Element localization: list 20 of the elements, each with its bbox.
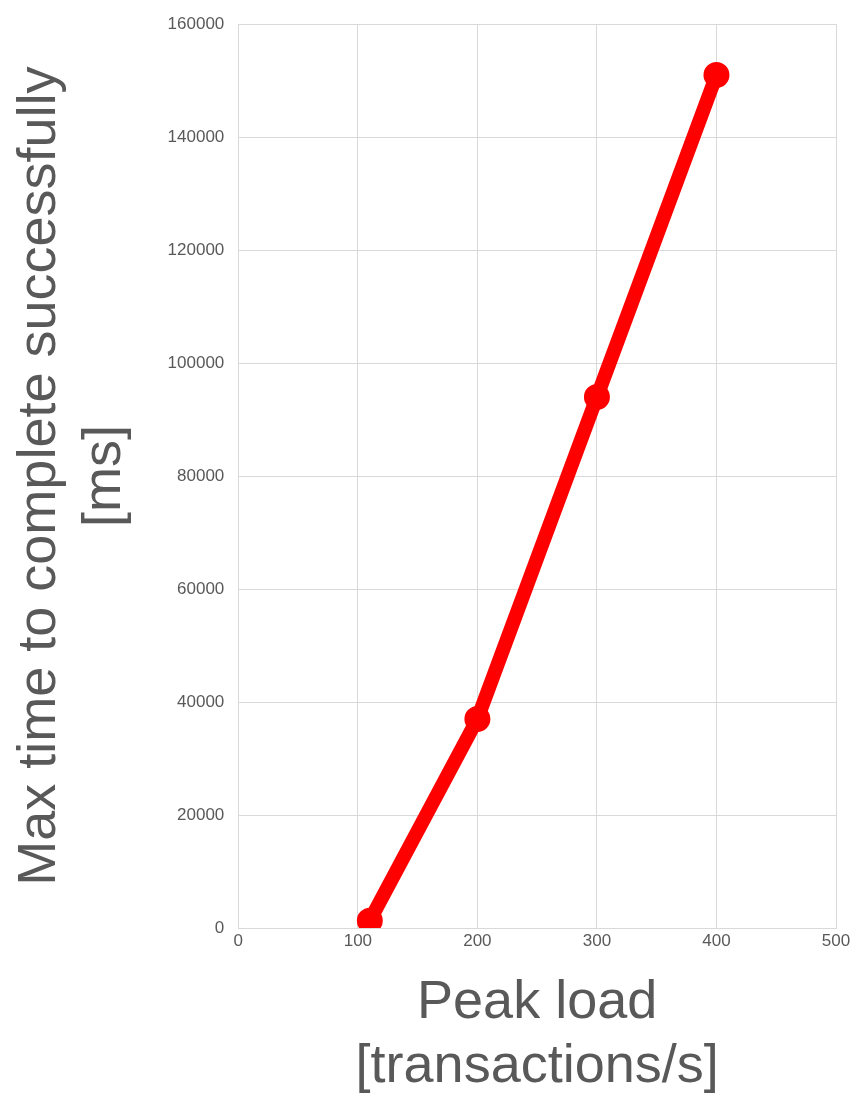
x-tick-label: 400 xyxy=(702,930,731,950)
y-tick-label: 20000 xyxy=(177,804,225,824)
y-axis-title: Max time to complete successfully [ms] xyxy=(6,66,132,886)
x-axis-title: Peak load [transactions/s] xyxy=(355,968,719,1094)
x-tick-label: 200 xyxy=(463,930,492,950)
y-tick-label: 80000 xyxy=(177,465,225,485)
y-tick-label: 100000 xyxy=(167,352,225,372)
x-tick-label: 100 xyxy=(343,930,373,950)
y-tick-label: 160000 xyxy=(167,13,225,33)
x-tick-label: 300 xyxy=(582,930,612,950)
point xyxy=(583,384,610,411)
y-tick-label: 0 xyxy=(214,917,225,937)
y-tick-label: 140000 xyxy=(167,126,225,146)
x-tick-label: 500 xyxy=(821,930,851,950)
y-tick-label: 40000 xyxy=(177,691,225,711)
point xyxy=(464,706,491,732)
point xyxy=(703,62,730,89)
x-tick-label: 0 xyxy=(233,930,244,950)
y-tick-label: 60000 xyxy=(177,578,225,598)
y-tick-label: 120000 xyxy=(167,239,225,259)
